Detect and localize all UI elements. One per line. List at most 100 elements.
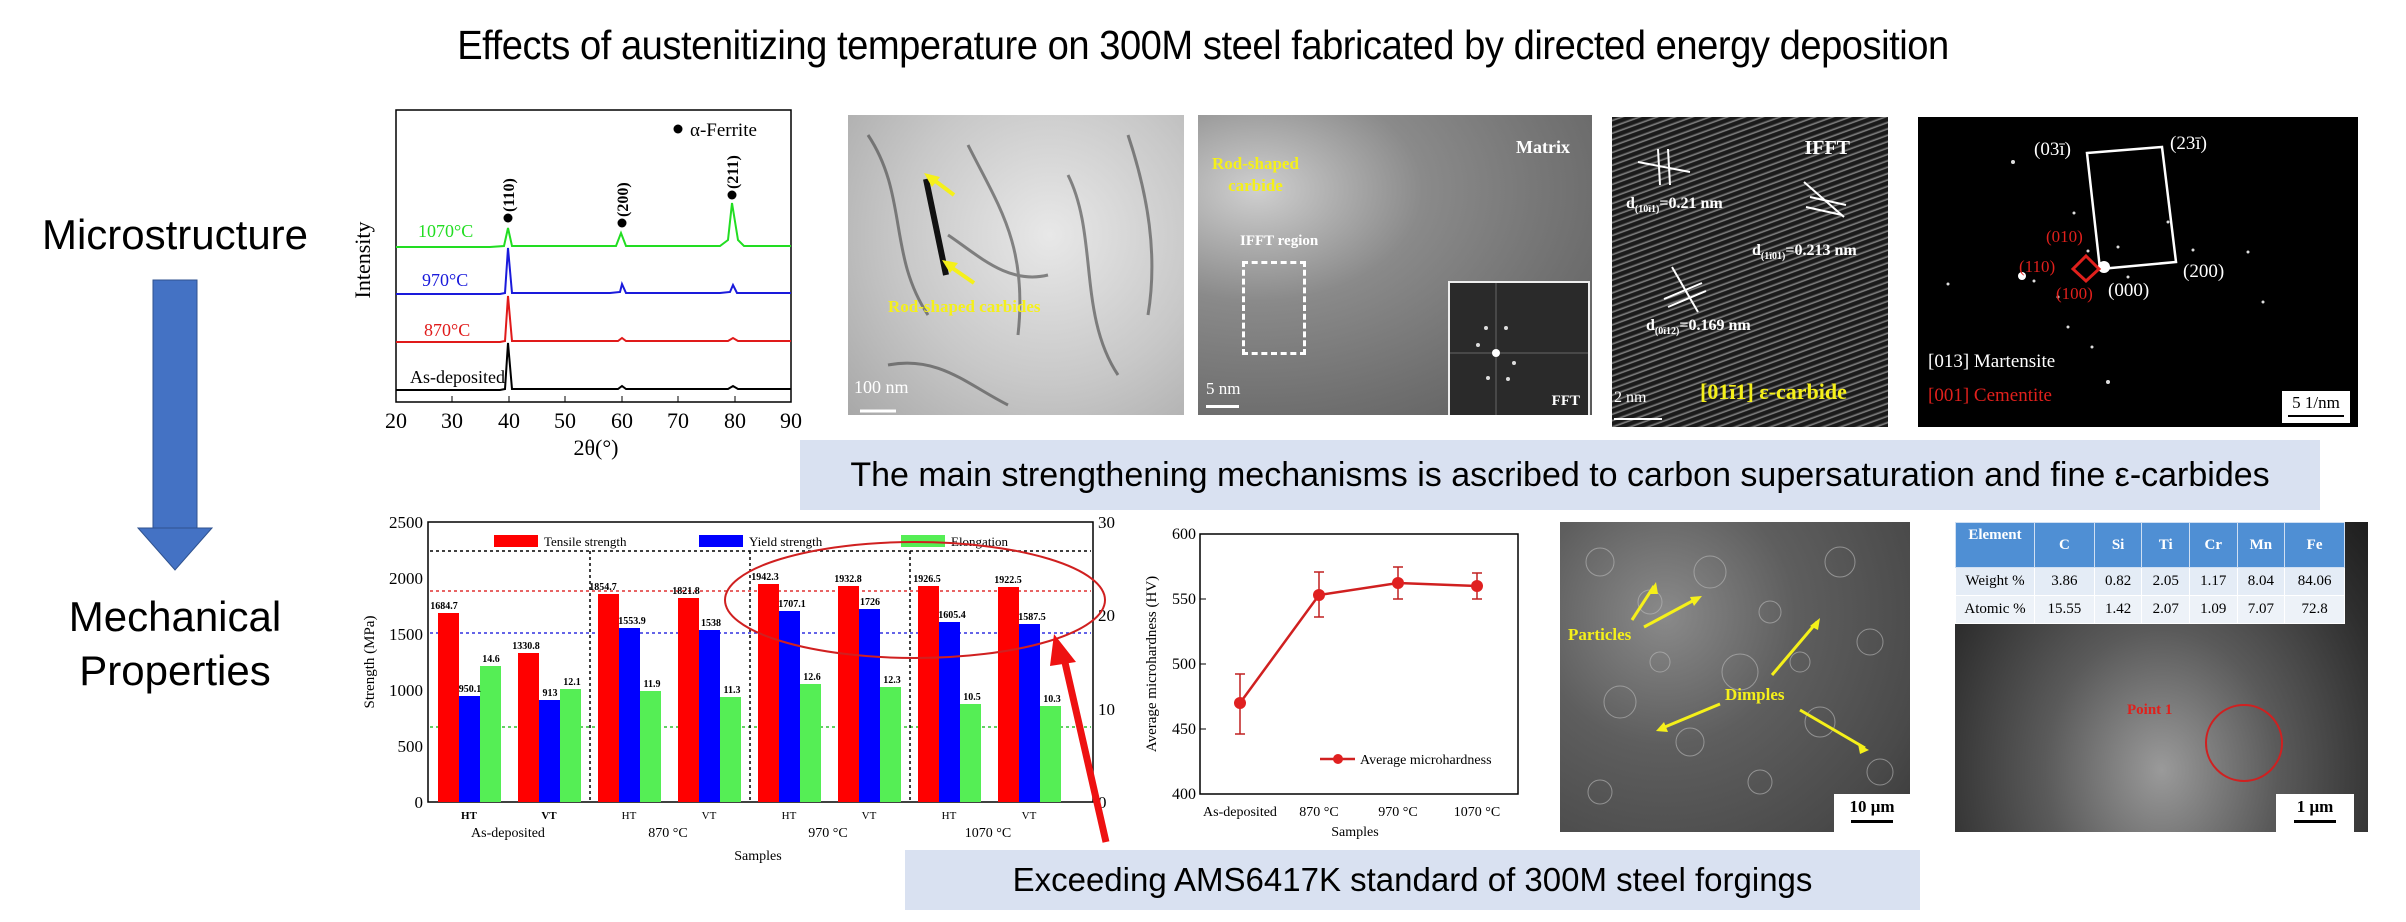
svg-text:10.3: 10.3 bbox=[1043, 694, 1061, 705]
table-cell: 2.05 bbox=[2141, 567, 2190, 596]
svg-text:(200): (200) bbox=[615, 182, 632, 217]
tensile-plot: 1684.7 950.1 14.6 1330.8 913 12.1 1854.7 1553… bbox=[362, 513, 1115, 864]
svg-text:0: 0 bbox=[1098, 793, 1107, 812]
svg-text:1932.8: 1932.8 bbox=[834, 574, 862, 585]
spot-000: (000) bbox=[2108, 280, 2150, 301]
table-cell: 7.07 bbox=[2236, 595, 2286, 624]
table-header: Ti bbox=[2141, 522, 2190, 568]
table-header: Mn bbox=[2236, 522, 2286, 568]
sem-fractograph-image: Particles Dimples 10 μm bbox=[1560, 522, 1910, 832]
spot-100: (100) bbox=[2056, 284, 2093, 303]
svg-text:90: 90 bbox=[780, 408, 802, 433]
spot-231: (23ī) bbox=[2170, 133, 2207, 154]
svg-text:11.3: 11.3 bbox=[724, 685, 741, 696]
svg-text:870 °C: 870 °C bbox=[648, 826, 687, 841]
svg-text:α-Ferrite: α-Ferrite bbox=[690, 120, 757, 141]
dimples-label: Dimples bbox=[1725, 685, 1785, 704]
xrd-chart: 20 30 40 50 60 70 80 90 2θ(°) Intensity α-Fer… bbox=[340, 100, 820, 470]
xrd-plot: 20 30 40 50 60 70 80 90 2θ(°) Intensity α-Fer… bbox=[350, 109, 802, 460]
svg-text:70: 70 bbox=[667, 408, 689, 433]
svg-text:950.1: 950.1 bbox=[459, 684, 482, 695]
table-cell: Weight % bbox=[1955, 567, 2035, 596]
svg-text:1707.1: 1707.1 bbox=[778, 599, 806, 610]
tensile-bar-chart: 1684.7 950.1 14.6 1330.8 913 12.1 1854.7 1553… bbox=[340, 510, 1120, 880]
saed-pattern-image: (03ī) (23ī) (200) (000) (010) (110) (100… bbox=[1918, 117, 2358, 427]
svg-text:As-deposited: As-deposited bbox=[1203, 805, 1277, 820]
svg-text:50: 50 bbox=[554, 408, 576, 433]
table-header: Si bbox=[2093, 522, 2143, 568]
label-line1: Mechanical bbox=[68, 593, 282, 640]
d-spacing-1: d(10ī1)=0.21 nm bbox=[1626, 195, 1723, 216]
svg-text:(110): (110) bbox=[501, 178, 518, 212]
svg-text:Strength (MPa): Strength (MPa) bbox=[362, 616, 378, 709]
spot-110: (110) bbox=[2019, 257, 2056, 276]
zone-axis-label: [01ī1] ε-carbide bbox=[1700, 379, 1847, 404]
scale-bar-label: 10 μm bbox=[1849, 797, 1895, 816]
svg-text:450: 450 bbox=[1172, 721, 1196, 738]
svg-text:Average microhardness (HV): Average microhardness (HV) bbox=[1144, 576, 1160, 752]
table-cell: 0.82 bbox=[2093, 567, 2143, 596]
svg-text:Yield strength: Yield strength bbox=[749, 534, 823, 549]
svg-text:1684.7: 1684.7 bbox=[430, 601, 458, 612]
svg-text:600: 600 bbox=[1172, 526, 1196, 543]
svg-text:2500: 2500 bbox=[389, 513, 423, 532]
svg-text:Intensity: Intensity bbox=[350, 222, 375, 299]
fft-label: FFT bbox=[1551, 393, 1580, 409]
matrix-label: Matrix bbox=[1516, 137, 1570, 157]
sem-eds-image: Element C Si Ti Cr Mn Fe Weight % 3.86 0… bbox=[1955, 522, 2368, 832]
scale-bar-label: 100 nm bbox=[854, 377, 909, 397]
scale-bar-box: 10 μm bbox=[1834, 794, 1910, 832]
svg-text:12.6: 12.6 bbox=[803, 672, 821, 683]
table-row: Atomic % 15.55 1.42 2.07 1.09 7.07 72.8 bbox=[1955, 595, 2345, 624]
scale-bar-label: 5 nm bbox=[1206, 379, 1241, 398]
svg-text:Samples: Samples bbox=[734, 849, 781, 864]
table-header: C bbox=[2034, 522, 2095, 568]
svg-text:60: 60 bbox=[611, 408, 633, 433]
svg-text:1942.3: 1942.3 bbox=[751, 572, 779, 583]
svg-text:1605.4: 1605.4 bbox=[938, 610, 966, 621]
scale-bar-label: 1 μm bbox=[2296, 797, 2334, 816]
svg-text:970 °C: 970 °C bbox=[808, 826, 847, 841]
svg-text:11.9: 11.9 bbox=[644, 679, 661, 690]
svg-text:1926.5: 1926.5 bbox=[913, 574, 941, 585]
table-cell: 15.55 bbox=[2034, 595, 2095, 624]
cementite-label: [001] Cementite bbox=[1928, 385, 2052, 406]
point-1-circle bbox=[2205, 704, 2283, 782]
svg-text:870°C: 870°C bbox=[424, 320, 470, 340]
label-line1: Rod-shaped bbox=[1212, 154, 1299, 173]
svg-text:1922.5: 1922.5 bbox=[994, 575, 1022, 586]
svg-text:970 °C: 970 °C bbox=[1378, 805, 1417, 820]
table-header: Cr bbox=[2188, 522, 2238, 568]
svg-text:VT: VT bbox=[541, 810, 557, 822]
table-cell: Atomic % bbox=[1955, 595, 2035, 624]
svg-text:1726: 1726 bbox=[860, 597, 880, 608]
svg-text:400: 400 bbox=[1172, 786, 1196, 803]
scale-bar-label: 2 nm bbox=[1614, 389, 1647, 406]
particles-label: Particles bbox=[1568, 625, 1632, 644]
ifft-image: IFFT d(10ī1)=0.21 nm d(1ī01)=0.213 nm d(… bbox=[1612, 117, 1888, 427]
microhardness-chart: 400 450 500 550 600 Average microhardness (… bbox=[1140, 520, 1550, 850]
eds-table: Element C Si Ti Cr Mn Fe Weight % 3.86 0… bbox=[1955, 522, 2345, 624]
svg-text:1854.7: 1854.7 bbox=[589, 582, 617, 593]
ifft-region-box bbox=[1242, 261, 1306, 355]
svg-text:Elongation: Elongation bbox=[951, 534, 1009, 549]
svg-text:VT: VT bbox=[702, 810, 717, 822]
svg-text:1553.9: 1553.9 bbox=[618, 616, 646, 627]
svg-text:1330.8: 1330.8 bbox=[512, 641, 540, 652]
svg-text:20: 20 bbox=[385, 408, 407, 433]
hrtem-image: Rod-shaped carbide Matrix IFFT region FF… bbox=[1198, 115, 1592, 415]
svg-text:0: 0 bbox=[415, 793, 424, 812]
fft-inset: FFT bbox=[1448, 281, 1590, 415]
svg-text:30: 30 bbox=[1098, 513, 1115, 532]
table-cell: 1.17 bbox=[2188, 567, 2238, 596]
strengthening-caption: The main strengthening mechanisms is asc… bbox=[800, 440, 2320, 510]
svg-text:As-deposited: As-deposited bbox=[471, 826, 545, 841]
martensite-label: [013] Martensite bbox=[1928, 351, 2056, 372]
scale-bar-label: 5 1/nm bbox=[2292, 393, 2340, 412]
highlight-arrow-icon bbox=[1050, 634, 1110, 843]
svg-text:500: 500 bbox=[1172, 656, 1196, 673]
page-title: Effects of austenitizing temperature on … bbox=[457, 22, 1949, 68]
svg-text:80: 80 bbox=[724, 408, 746, 433]
table-header: Element bbox=[1955, 522, 2035, 568]
svg-text:HT: HT bbox=[461, 810, 478, 822]
